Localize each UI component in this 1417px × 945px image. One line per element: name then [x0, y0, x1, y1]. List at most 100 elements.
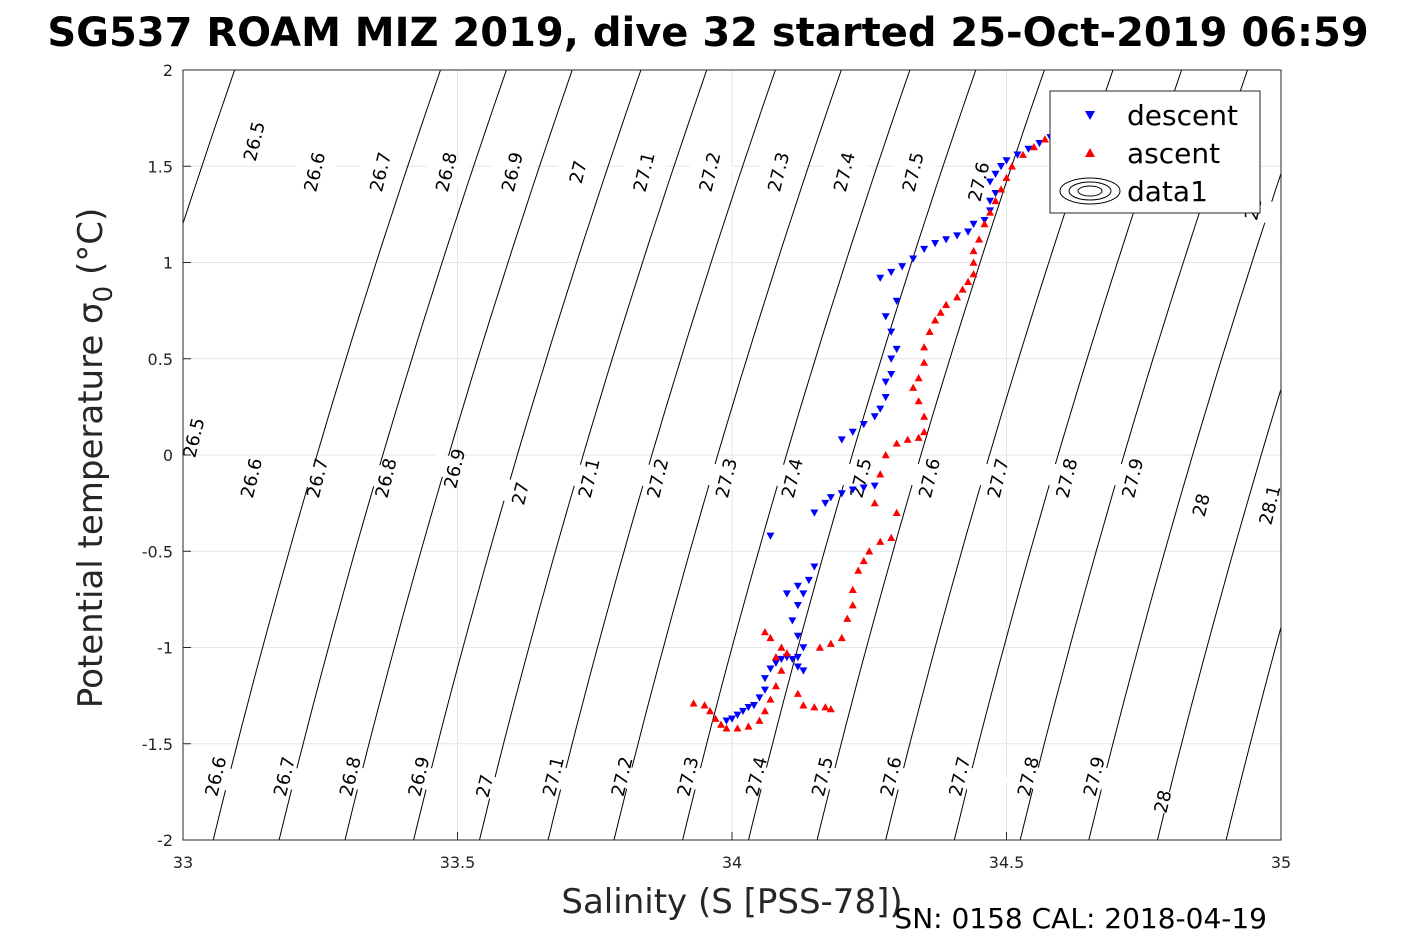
descent-point: [986, 178, 995, 186]
descent-point: [898, 263, 907, 271]
legend-box: [1049, 90, 1261, 214]
descent-point: [953, 232, 962, 240]
contour-label-bg: [291, 156, 338, 188]
contour-line-26.7: [278, 70, 507, 840]
ascent-point: [771, 653, 780, 661]
y-tick-label: -1: [157, 639, 173, 658]
ascent-point: [815, 643, 824, 651]
descent-point: [793, 663, 802, 671]
contour-label-bg: [192, 760, 239, 793]
contour-label-bg: [555, 156, 602, 188]
descent-point: [793, 632, 802, 640]
ascent-point: [1029, 143, 1038, 151]
ascent-point: [964, 277, 973, 285]
contour-label-bg: [1043, 462, 1090, 494]
x-axis-label: Salinity (S [PSS-78]): [561, 882, 902, 922]
ascent-point: [925, 327, 934, 335]
x-tick-label: 33: [173, 853, 193, 872]
ascent-point: [826, 639, 835, 647]
contour-label-bg: [868, 760, 915, 793]
contour-label-bg: [906, 462, 953, 494]
descent-point: [991, 170, 1000, 178]
ascent-point: [942, 300, 951, 309]
contour-label-bg: [799, 760, 846, 793]
ascent-point: [892, 508, 901, 516]
contour-label-bg: [703, 462, 750, 494]
ascent-point: [1002, 173, 1011, 181]
calibration-footnote: SN: 0158 CAL: 2018-04-19: [894, 902, 1267, 935]
y-tick-label: -2: [157, 831, 173, 850]
ascent-point: [914, 433, 923, 441]
ascent-point: [920, 427, 929, 436]
ascent-point: [766, 633, 775, 642]
ascent-point: [887, 533, 896, 541]
contour-label-bg: [489, 156, 536, 188]
contour-label-bg: [461, 770, 508, 802]
chart-title: SG537 ROAM MIZ 2019, dive 32 started 25-…: [47, 10, 1368, 56]
contour-line-28: [1157, 387, 1281, 840]
y-tick-label: 2: [163, 61, 173, 80]
ascent-point: [892, 439, 901, 447]
contour-label-bg: [497, 477, 544, 510]
ascent-point: [837, 633, 846, 642]
contour-line-27.3: [682, 70, 911, 840]
contour-line-27.1: [547, 70, 776, 840]
contour-label-bg: [327, 760, 374, 793]
contour-label-bg: [1247, 489, 1294, 521]
contour-line-26.5: [183, 70, 236, 226]
y-tick-label: 1: [163, 254, 173, 273]
descent-point: [892, 345, 901, 354]
descent-point: [788, 617, 797, 625]
ascent-point: [865, 547, 874, 555]
contour-label-bg: [231, 125, 278, 157]
contour-label-bg: [665, 760, 712, 793]
contour-label-bg: [733, 760, 780, 793]
x-tick-label: 33.5: [440, 853, 476, 872]
ascent-point: [931, 316, 940, 324]
contour-labels: 26.526.6 26.7 26.8 26.9 27 27.1 27.2 27.3 27.4 27…: [170, 119, 1294, 818]
ascent-point: [760, 707, 769, 715]
descent-point: [793, 653, 802, 662]
descent-point: [1013, 151, 1022, 159]
contour-label-bg: [621, 156, 668, 188]
descent-point: [837, 490, 846, 498]
y-axis-ticks: -2 -1.5 -1 -0.5 0 0.5 1 1.5 2: [142, 61, 191, 850]
ascent-point: [997, 185, 1006, 193]
ascent-point: [969, 270, 978, 278]
descent-point: [755, 694, 764, 702]
contour-label-bg: [890, 156, 937, 188]
ascent-point: [777, 643, 786, 651]
ascent-point: [980, 220, 989, 228]
y-tick-label: -0.5: [142, 542, 173, 561]
contour-label-bg: [599, 760, 646, 793]
descent-point: [826, 494, 835, 502]
legend-descent-marker: [1085, 111, 1095, 120]
contour-label-bg: [170, 422, 217, 454]
ascent-point: [771, 682, 780, 690]
descent-point: [766, 532, 775, 540]
legend: descent ascent data1: [1049, 90, 1261, 214]
descent-point: [870, 482, 879, 490]
ascent-point: [936, 308, 945, 316]
ascent-point: [821, 703, 830, 711]
ascent-point: [782, 649, 791, 657]
descent-point: [876, 405, 885, 413]
ascent-point: [881, 451, 890, 459]
descent-point: [881, 313, 890, 321]
y-axis-label: Potential temperature σ0 (°C): [71, 208, 119, 708]
descent-point: [986, 197, 995, 205]
ascent-point: [876, 470, 885, 478]
descent-point: [969, 220, 978, 228]
descent-point: [793, 582, 802, 590]
ascent-point: [1018, 150, 1027, 158]
contour-label-bg: [1178, 489, 1225, 521]
y-tick-label: 1.5: [148, 157, 173, 176]
legend-ascent-label: ascent: [1127, 137, 1220, 170]
contour-line-27.5: [816, 70, 1045, 840]
descent-point: [788, 655, 797, 664]
descent-point: [722, 717, 731, 725]
contour-label-bg: [357, 156, 404, 188]
descent-point: [887, 328, 896, 336]
ascent-point: [799, 701, 808, 709]
ascent-point: [810, 703, 819, 711]
